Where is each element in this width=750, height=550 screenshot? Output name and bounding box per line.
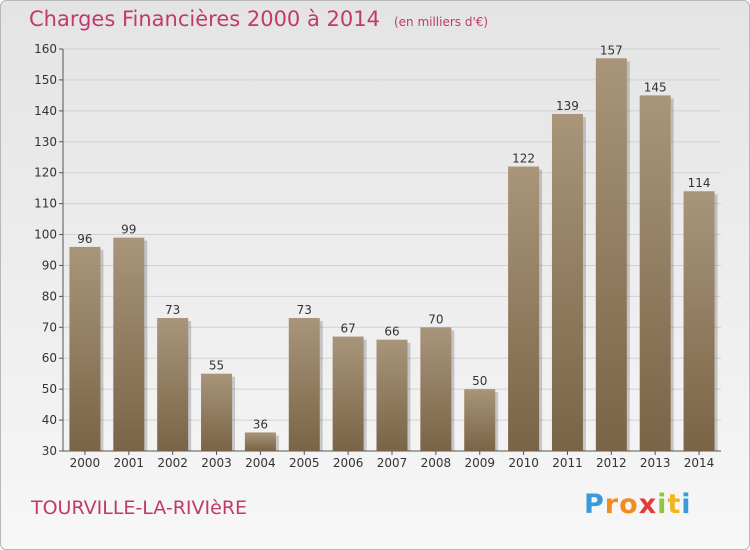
logo-letter: x <box>638 489 658 520</box>
city-name: TOURVILLE-LA-RIVIèRE <box>31 497 248 519</box>
bar-2006 <box>332 336 364 451</box>
x-tick-label: 2012 <box>596 456 627 470</box>
y-tick-label: 160 <box>34 42 57 56</box>
x-tick-label: 2005 <box>289 456 320 470</box>
value-label: 145 <box>644 80 667 94</box>
bar-2009 <box>464 389 496 451</box>
value-label: 139 <box>556 99 579 113</box>
y-tick-label: 70 <box>42 320 57 334</box>
y-tick-label: 60 <box>42 351 57 365</box>
y-tick-label: 80 <box>42 289 57 303</box>
y-tick-label: 100 <box>34 228 57 242</box>
bar-2004 <box>244 432 276 451</box>
value-label: 99 <box>121 223 136 237</box>
bar-2003 <box>201 373 233 451</box>
bar-2005 <box>288 318 320 451</box>
x-tick-label: 2010 <box>508 456 539 470</box>
x-tick-label: 2014 <box>684 456 715 470</box>
bar-2010 <box>508 166 540 451</box>
x-tick-label: 2004 <box>245 456 276 470</box>
value-label: 73 <box>165 303 180 317</box>
y-tick-label: 130 <box>34 135 57 149</box>
logo-letter: P <box>584 489 605 520</box>
value-label: 157 <box>600 43 623 57</box>
value-label: 36 <box>253 417 268 431</box>
bar-2011 <box>551 113 583 451</box>
labels: 96 2000 99 2001 73 2002 55 2003 36 2004 73 2005 67 20… <box>70 43 715 470</box>
value-label: 114 <box>688 176 711 190</box>
unit-note: (en milliers d'€) <box>393 15 489 29</box>
x-tick-label: 2009 <box>464 456 495 470</box>
x-tick-label: 2000 <box>70 456 101 470</box>
y-tick-label: 30 <box>42 444 57 458</box>
value-label: 66 <box>384 325 399 339</box>
bar-2000 <box>69 246 101 451</box>
y-tick-label: 90 <box>42 258 57 272</box>
y-tick-label: 120 <box>34 166 57 180</box>
logo-letter: o <box>619 489 639 520</box>
value-label: 73 <box>297 303 312 317</box>
x-tick-label: 2008 <box>421 456 452 470</box>
bar-2002 <box>157 318 189 451</box>
bars <box>69 58 718 452</box>
logo-letter: r <box>604 489 620 520</box>
bar-2014 <box>683 191 715 451</box>
x-tick-label: 2006 <box>333 456 364 470</box>
bar-2012 <box>595 58 627 452</box>
value-label: 122 <box>512 152 535 166</box>
value-label: 50 <box>472 374 487 388</box>
x-tick-label: 2002 <box>157 456 188 470</box>
proxiti-logo[interactable]: Proxiti <box>584 489 692 520</box>
value-label: 67 <box>340 322 355 336</box>
logo-letter: i <box>657 489 668 520</box>
x-tick-label: 2013 <box>640 456 671 470</box>
x-tick-label: 2003 <box>201 456 232 470</box>
x-tick-label: 2007 <box>377 456 408 470</box>
bar-2007 <box>376 339 408 451</box>
y-tick-label: 40 <box>42 413 57 427</box>
bar-2001 <box>113 237 145 451</box>
value-label: 55 <box>209 359 224 373</box>
value-label: 96 <box>77 232 92 246</box>
y-tick-label: 50 <box>42 382 57 396</box>
y-tick-label: 150 <box>34 73 57 87</box>
bar-2008 <box>420 327 452 451</box>
chart-title: Charges Financières 2000 à 2014 <box>29 7 380 31</box>
x-tick-label: 2001 <box>114 456 145 470</box>
logo-letter: i <box>681 489 692 520</box>
logo-letter: t <box>667 489 682 520</box>
y-tick-label: 140 <box>34 104 57 118</box>
chart-title-block: Charges Financières 2000 à 2014 (en milli… <box>29 7 488 31</box>
x-tick-label: 2011 <box>552 456 583 470</box>
bar-2013 <box>639 95 671 451</box>
y-tick-label: 110 <box>34 197 57 211</box>
value-label: 70 <box>428 312 443 326</box>
